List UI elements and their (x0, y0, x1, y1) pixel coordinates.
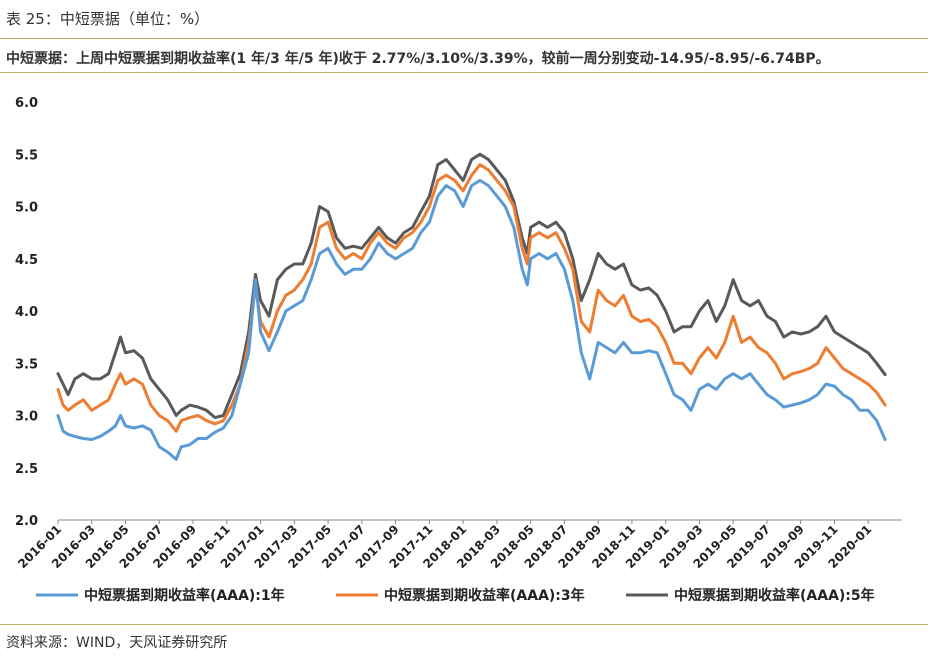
legend-label: 中短票据到期收益率(AAA):1年 (84, 587, 285, 604)
bottom-rule (0, 624, 928, 625)
y-tick-label: 4.0 (15, 305, 38, 320)
series-1y-line (56, 178, 887, 461)
top-rule (0, 38, 928, 39)
summary-text: 中短票据：上周中短票据到期收益率(1 年/3 年/5 年)收于 2.77%/3.… (6, 51, 830, 67)
chart-legend: 中短票据到期收益率(AAA):1年 中短票据到期收益率(AAA):3年 中短票据到期… (36, 587, 875, 604)
table-label: 表 25：中短票据（单位：%） (6, 10, 210, 28)
legend-label: 中短票据到期收益率(AAA):3年 (384, 587, 585, 604)
chart-axes: 2.02.53.03.54.04.55.05.56.02016-012016-0… (15, 96, 902, 571)
y-tick-label: 3.5 (15, 357, 38, 372)
yield-line-chart: 2.02.53.03.54.04.55.05.56.02016-012016-0… (15, 96, 902, 604)
y-tick-label: 6.0 (15, 96, 38, 111)
summary-rule (0, 72, 928, 73)
y-tick-label: 4.5 (15, 253, 38, 268)
y-tick-label: 3.0 (15, 410, 38, 425)
series-3y-line (56, 163, 887, 433)
y-tick-label: 5.0 (15, 201, 38, 216)
chart-series (56, 152, 887, 461)
y-tick-label: 2.0 (15, 514, 38, 529)
y-tick-label: 5.5 (15, 148, 38, 163)
y-tick-label: 2.5 (15, 462, 38, 477)
legend-label: 中短票据到期收益率(AAA):5年 (674, 587, 875, 604)
series-5y-line (56, 152, 887, 420)
source-text: 资料来源：WIND，天风证券研究所 (6, 635, 228, 651)
